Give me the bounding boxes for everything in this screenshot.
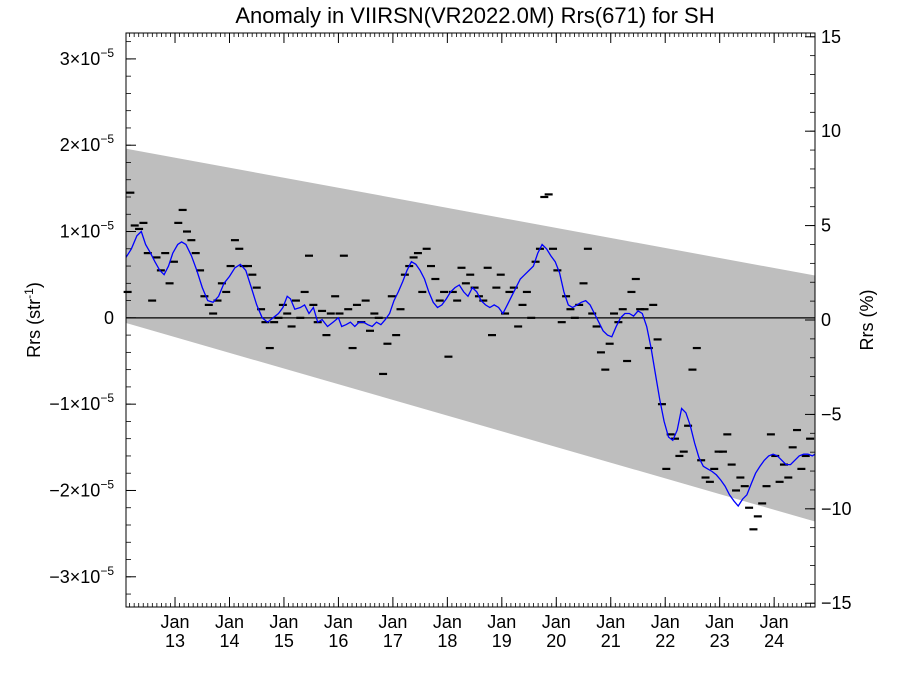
x-tick-label-year: 15	[274, 631, 294, 651]
x-tick-label-year: 24	[764, 631, 784, 651]
x-tick-label-month: Jan	[269, 612, 298, 632]
smoothed-series-line	[126, 230, 815, 508]
x-tick-label-month: Jan	[760, 612, 789, 632]
y-axis-label-text: Rrs (str	[24, 299, 44, 358]
y2-tick-label: −10	[821, 499, 852, 519]
y-tick-label: 3×10−5	[60, 46, 115, 69]
x-tick-label-month: Jan	[596, 612, 625, 632]
y2-tick-label: 15	[821, 27, 841, 47]
x-tick-label-month: Jan	[651, 612, 680, 632]
chart-title: Anomaly in VIIRSN(VR2022.0M) Rrs(671) fo…	[235, 3, 714, 28]
x-tick-label-year: 13	[165, 631, 185, 651]
y-tick-label: −3×10−5	[49, 564, 114, 587]
y2-tick-label: −15	[821, 593, 852, 613]
x-tick-label-year: 20	[546, 631, 566, 651]
x-tick-label-month: Jan	[378, 612, 407, 632]
y2-tick-label: 10	[821, 121, 841, 141]
x-tick-label-month: Jan	[487, 612, 516, 632]
x-tick-label-year: 22	[655, 631, 675, 651]
y-tick-label: −2×10−5	[49, 477, 114, 500]
x-tick-label-month: Jan	[542, 612, 571, 632]
y-tick-label: 1×10−5	[60, 219, 115, 242]
y-axis-label-unit-exponent: -1	[22, 288, 36, 299]
y-tick-label: −1×10−5	[49, 391, 114, 414]
x-tick-label-year: 19	[492, 631, 512, 651]
x-tick-label-month: Jan	[705, 612, 734, 632]
x-tick-label-year: 18	[437, 631, 457, 651]
y2-tick-label: −5	[821, 404, 842, 424]
y-tick-label: 2×10−5	[60, 132, 115, 155]
x-tick-label-month: Jan	[433, 612, 462, 632]
y2-axis-label: Rrs (%)	[857, 290, 877, 351]
y-tick-label: 0	[104, 308, 114, 328]
x-tick-label-month: Jan	[215, 612, 244, 632]
plot-area: Jan13Jan14Jan15Jan16Jan17Jan18Jan19Jan20…	[49, 27, 851, 651]
x-tick-label-year: 21	[601, 631, 621, 651]
trend-band	[126, 148, 815, 522]
x-tick-label-year: 14	[219, 631, 239, 651]
x-tick-label-month: Jan	[161, 612, 190, 632]
y-axis-label: Rrs (str-1)	[22, 282, 44, 358]
x-tick-label-month: Jan	[324, 612, 353, 632]
y-axis-label-end: )	[24, 282, 44, 288]
x-tick-label-year: 16	[328, 631, 348, 651]
x-tick-label-year: 17	[383, 631, 403, 651]
x-tick-label-year: 23	[710, 631, 730, 651]
y2-tick-label: 0	[821, 310, 831, 330]
y2-tick-label: 5	[821, 216, 831, 236]
